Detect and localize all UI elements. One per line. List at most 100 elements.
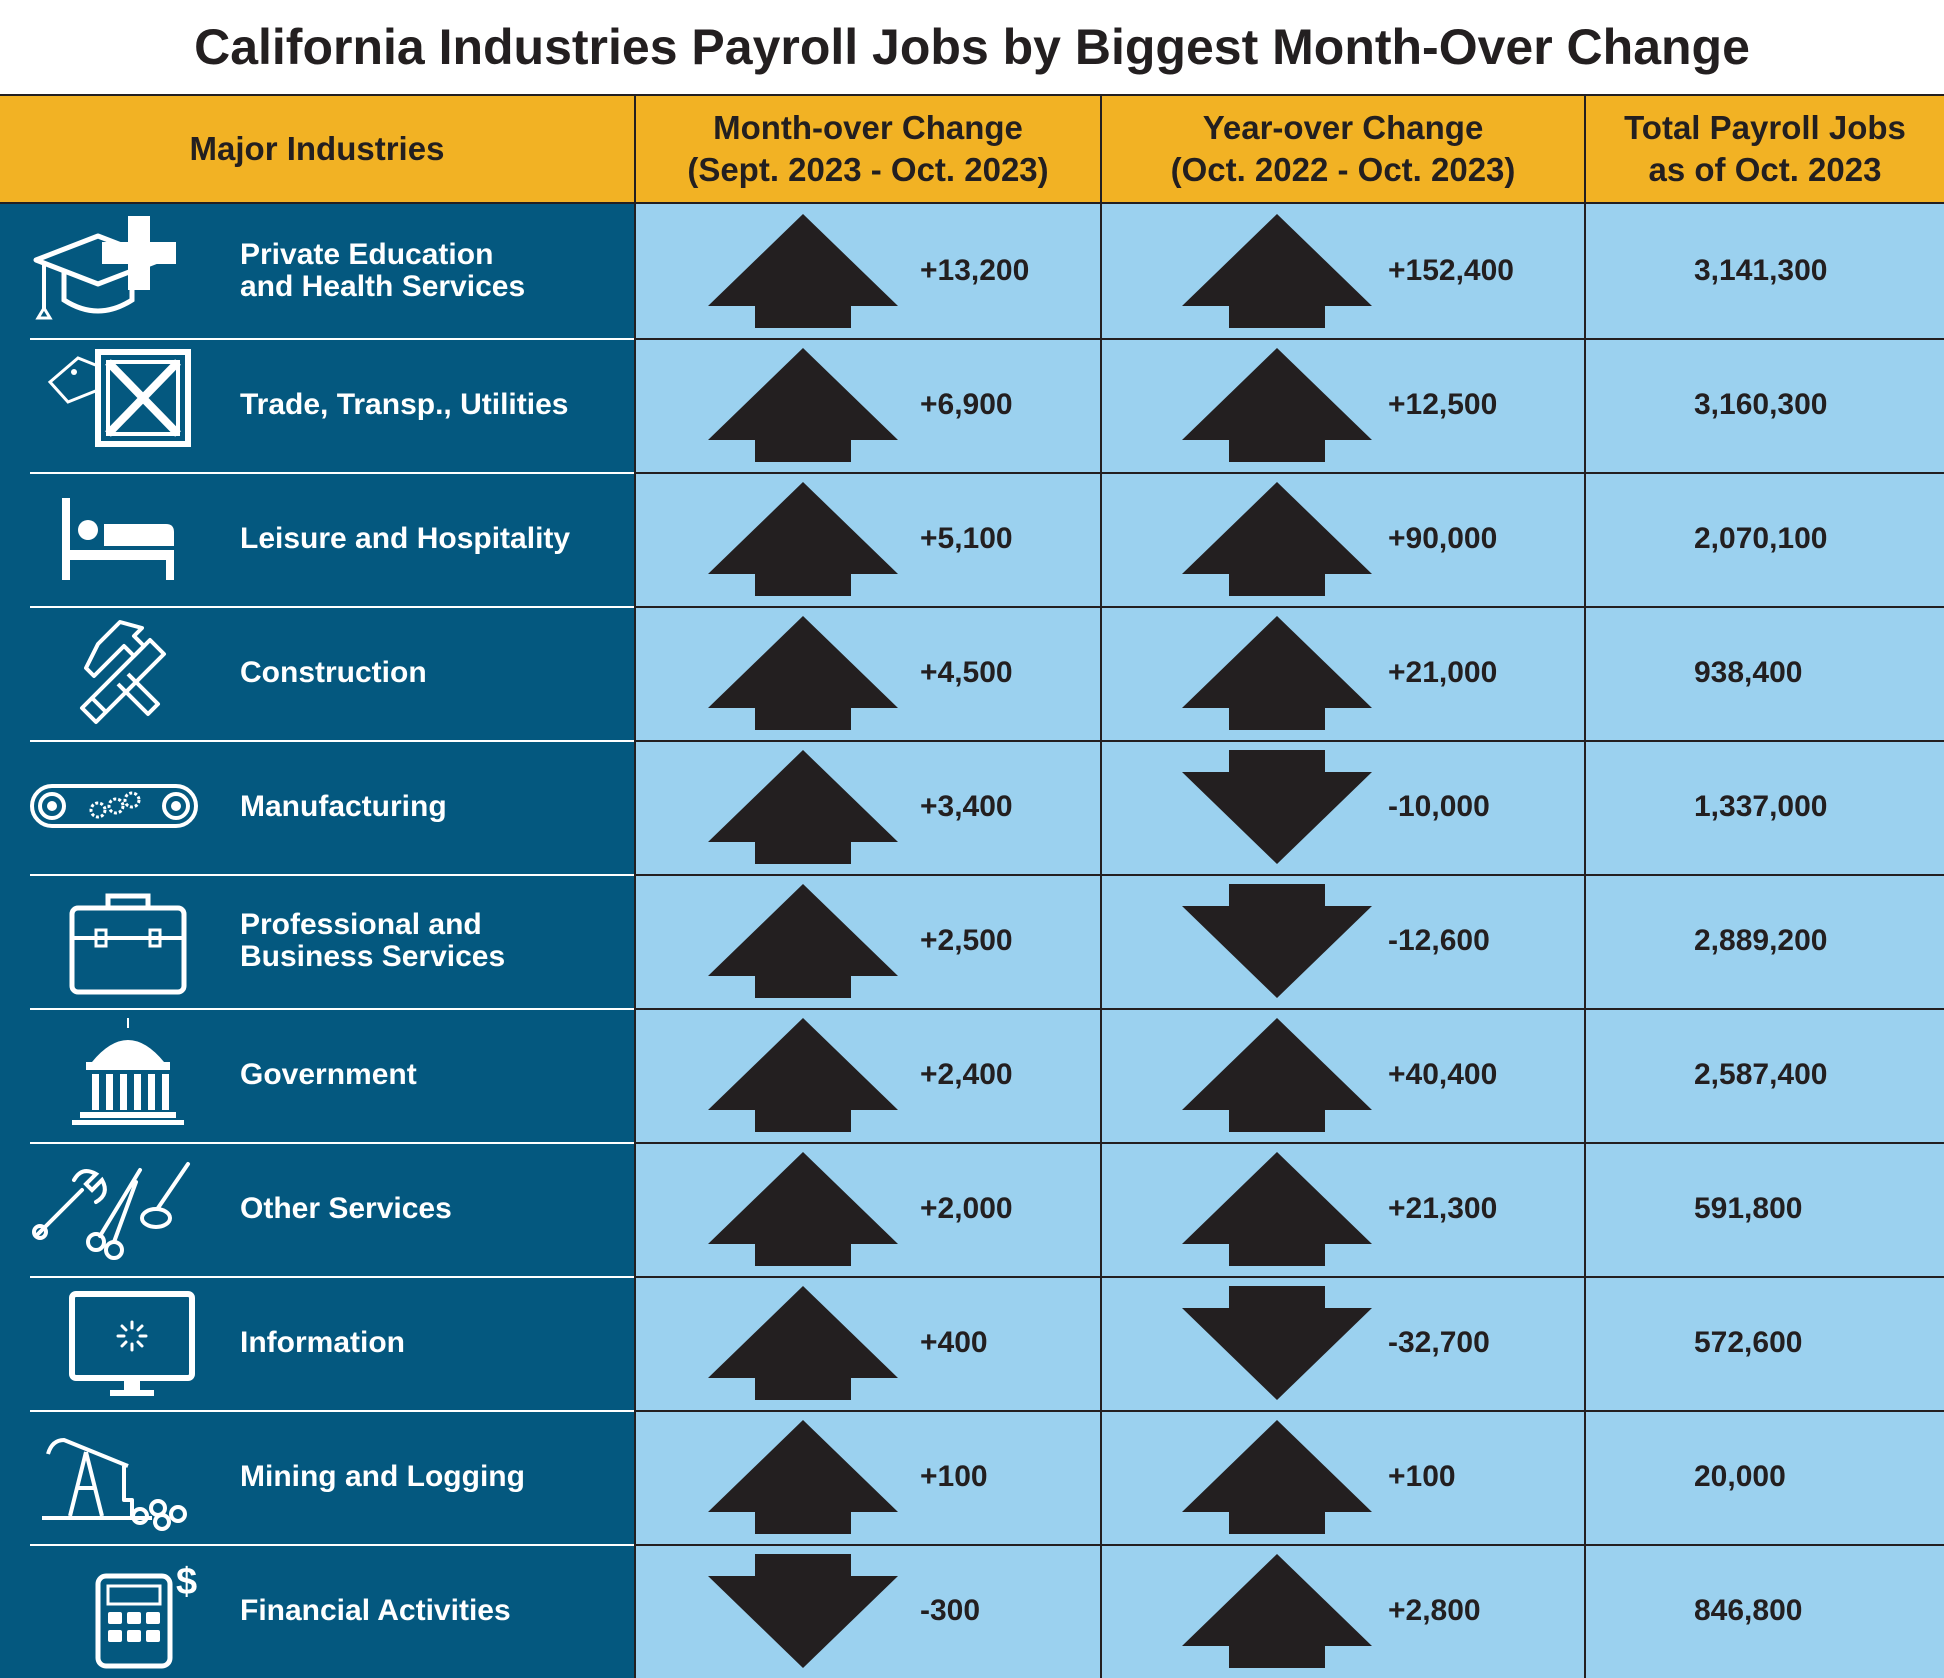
computer-monitor-icon xyxy=(28,1284,200,1402)
industry-label: Trade, Transp., Utilities xyxy=(240,388,569,421)
month-change-up-arrow-icon xyxy=(706,882,900,1000)
header-year-over-change: Year-over Change (Oct. 2022 - Oct. 2023) xyxy=(1100,96,1584,202)
table-row: Information +400 -32,700 572,600 xyxy=(0,1276,1944,1410)
calculator-dollar-icon: $ xyxy=(28,1552,200,1670)
hammer-saw-icon xyxy=(28,614,200,732)
month-change-value: -300 xyxy=(920,1594,981,1627)
year-change-up-arrow-icon xyxy=(1180,1016,1374,1134)
month-change-up-arrow-icon xyxy=(706,480,900,598)
page-title: California Industries Payroll Jobs by Bi… xyxy=(194,19,1750,75)
oil-pump-logs-icon xyxy=(28,1418,200,1536)
table-row: Trade, Transp., Utilities +6,900 +12,500 3,… xyxy=(0,338,1944,472)
table-row: Manufacturing +3,400 -10,000 1,337,000 xyxy=(0,740,1944,874)
year-change-up-arrow-icon xyxy=(1180,346,1374,464)
year-change-value: -12,600 xyxy=(1388,924,1490,957)
month-change-up-arrow-icon xyxy=(706,346,900,464)
bed-icon xyxy=(28,480,200,598)
total-payroll-value: 3,160,300 xyxy=(1694,388,1828,421)
year-change-up-arrow-icon xyxy=(1180,1418,1374,1536)
year-change-value: +40,400 xyxy=(1388,1058,1498,1091)
month-change-up-arrow-icon xyxy=(706,1016,900,1134)
year-change-up-arrow-icon xyxy=(1180,480,1374,598)
total-payroll-value: 2,587,400 xyxy=(1694,1058,1828,1091)
table-row: Mining and Logging +100 +100 20,000 xyxy=(0,1410,1944,1544)
row-divider xyxy=(30,874,634,876)
total-payroll-value: 1,337,000 xyxy=(1694,790,1828,823)
header-major-industries: Major Industries xyxy=(0,96,634,202)
industry-label: Professional and Business Services xyxy=(240,908,506,973)
svg-text:$: $ xyxy=(176,1561,197,1603)
header-year-line2: (Oct. 2022 - Oct. 2023) xyxy=(1170,151,1516,188)
year-change-value: +2,800 xyxy=(1388,1594,1481,1627)
row-divider xyxy=(634,1008,1944,1010)
briefcase-icon xyxy=(28,882,200,1000)
row-divider xyxy=(634,874,1944,876)
capitol-building-icon xyxy=(28,1016,200,1134)
industry-label: Leisure and Hospitality xyxy=(240,522,571,555)
table-row: Other Services +2,000 +21,300 591,800 xyxy=(0,1142,1944,1276)
header-total-line1: Total Payroll Jobs xyxy=(1624,109,1906,146)
month-change-value: +6,900 xyxy=(920,388,1013,421)
year-change-up-arrow-icon xyxy=(1180,212,1374,330)
row-divider xyxy=(634,338,1944,340)
table-body: Private Education and Health Services +13… xyxy=(0,204,1944,1678)
month-change-up-arrow-icon xyxy=(706,1150,900,1268)
row-divider xyxy=(634,472,1944,474)
year-change-up-arrow-icon xyxy=(1180,1552,1374,1670)
month-change-up-arrow-icon xyxy=(706,1418,900,1536)
table-row: Leisure and Hospitality +5,100 +90,000 2,07… xyxy=(0,472,1944,606)
header-year-line1: Year-over Change xyxy=(1202,109,1484,146)
month-change-value: +13,200 xyxy=(920,254,1030,287)
header-month-over-change: Month-over Change (Sept. 2023 - Oct. 202… xyxy=(634,96,1100,202)
month-change-value: +4,500 xyxy=(920,656,1013,689)
year-change-down-arrow-icon xyxy=(1180,748,1374,866)
year-change-value: +100 xyxy=(1388,1460,1456,1493)
month-change-value: +400 xyxy=(920,1326,988,1359)
industry-label: Financial Activities xyxy=(240,1594,511,1627)
row-divider xyxy=(30,1544,634,1546)
month-change-value: +3,400 xyxy=(920,790,1013,823)
row-divider xyxy=(30,1142,634,1144)
month-change-up-arrow-icon xyxy=(706,614,900,732)
month-change-value: +2,000 xyxy=(920,1192,1013,1225)
industry-label: Construction xyxy=(240,656,427,689)
row-divider xyxy=(634,740,1944,742)
header-total-line2: as of Oct. 2023 xyxy=(1648,151,1882,188)
year-change-value: +152,400 xyxy=(1388,254,1514,287)
row-divider xyxy=(30,1276,634,1278)
total-payroll-value: 572,600 xyxy=(1694,1326,1803,1359)
row-divider xyxy=(634,1410,1944,1412)
year-change-value: +21,300 xyxy=(1388,1192,1498,1225)
table-row: Construction +4,500 +21,000 938,400 xyxy=(0,606,1944,740)
table-row: Professional and Business Services +2,500… xyxy=(0,874,1944,1008)
table-header-row: Major Industries Month-over Change (Sept… xyxy=(0,94,1944,204)
column-divider xyxy=(1100,204,1102,1678)
month-change-value: +5,100 xyxy=(920,522,1013,555)
shipping-crate-icon xyxy=(28,346,200,464)
month-change-value: +2,500 xyxy=(920,924,1013,957)
header-total-payroll-jobs: Total Payroll Jobs as of Oct. 2023 xyxy=(1584,96,1944,202)
year-change-value: -32,700 xyxy=(1388,1326,1490,1359)
row-divider xyxy=(30,740,634,742)
year-change-value: +12,500 xyxy=(1388,388,1498,421)
header-major-industries-label: Major Industries xyxy=(189,130,445,167)
month-change-down-arrow-icon xyxy=(706,1552,900,1670)
year-change-up-arrow-icon xyxy=(1180,614,1374,732)
column-divider xyxy=(1584,204,1586,1678)
row-divider xyxy=(30,1410,634,1412)
industry-label: Other Services xyxy=(240,1192,452,1225)
wrench-scissors-brush-icon xyxy=(28,1150,200,1268)
row-divider xyxy=(634,1276,1944,1278)
row-divider xyxy=(30,606,634,608)
industry-label: Mining and Logging xyxy=(240,1460,525,1493)
total-payroll-value: 591,800 xyxy=(1694,1192,1803,1225)
table-row: Private Education and Health Services +13… xyxy=(0,204,1944,338)
conveyor-belt-gears-icon xyxy=(28,748,200,866)
table-row: $ Financial Activities -300 +2,800 846,800 xyxy=(0,1544,1944,1678)
industry-label: Manufacturing xyxy=(240,790,447,823)
total-payroll-value: 846,800 xyxy=(1694,1594,1803,1627)
month-change-value: +2,400 xyxy=(920,1058,1013,1091)
row-divider xyxy=(634,1142,1944,1144)
row-divider xyxy=(634,1544,1944,1546)
month-change-up-arrow-icon xyxy=(706,748,900,866)
